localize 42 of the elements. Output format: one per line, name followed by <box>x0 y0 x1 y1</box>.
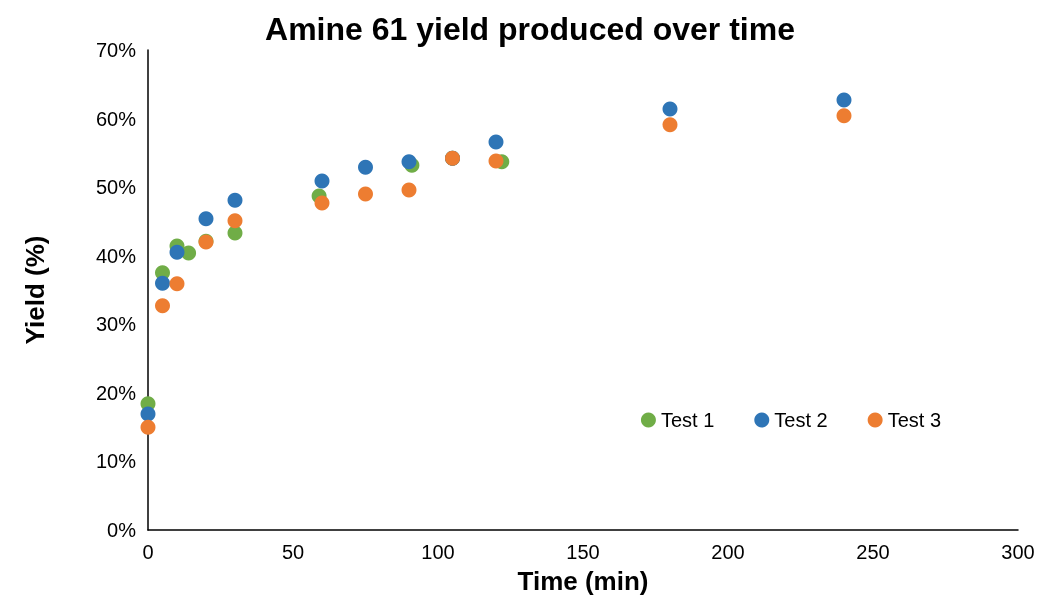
y-tick-label: 10% <box>95 450 137 473</box>
point <box>155 298 170 314</box>
y-tick-label: 0% <box>107 519 137 541</box>
point <box>358 186 373 202</box>
legend-label: Test 1 <box>660 409 715 431</box>
point <box>227 213 243 229</box>
x-axis-title: Time (min) <box>517 566 649 596</box>
point <box>836 92 852 108</box>
point <box>358 159 373 175</box>
point <box>227 192 243 208</box>
point <box>836 108 852 124</box>
point <box>198 211 214 227</box>
y-tick-label: 30% <box>95 313 137 336</box>
point <box>140 419 156 435</box>
point <box>488 134 504 150</box>
chart-title: Amine 61 yield produced over time <box>265 11 795 47</box>
x-tick-label: 200 <box>711 541 745 563</box>
point <box>140 406 156 422</box>
y-tick-label: 20% <box>95 381 137 404</box>
point <box>314 195 330 211</box>
y-axis-title: Yield (%) <box>20 235 50 345</box>
point <box>662 117 678 133</box>
point <box>314 173 330 189</box>
x-tick-label: 150 <box>566 541 600 563</box>
y-tick-label: 50% <box>95 176 137 199</box>
x-tick-label: 0 <box>142 541 154 563</box>
x-tick-label: 100 <box>421 541 455 563</box>
point <box>169 276 185 292</box>
point <box>169 244 185 260</box>
x-tick-label: 250 <box>856 541 890 563</box>
legend-label: Test 2 <box>774 409 828 431</box>
point <box>662 101 678 117</box>
point <box>401 182 417 198</box>
legend-label: Test 3 <box>887 409 941 431</box>
point <box>488 153 504 169</box>
point <box>155 275 170 291</box>
x-tick-label: 300 <box>1001 541 1035 563</box>
x-tick-label: 50 <box>281 541 305 563</box>
y-tick-label: 40% <box>95 244 137 267</box>
y-tick-label: 60% <box>95 107 137 130</box>
point <box>227 225 243 241</box>
y-tick-label: 70% <box>95 39 137 61</box>
